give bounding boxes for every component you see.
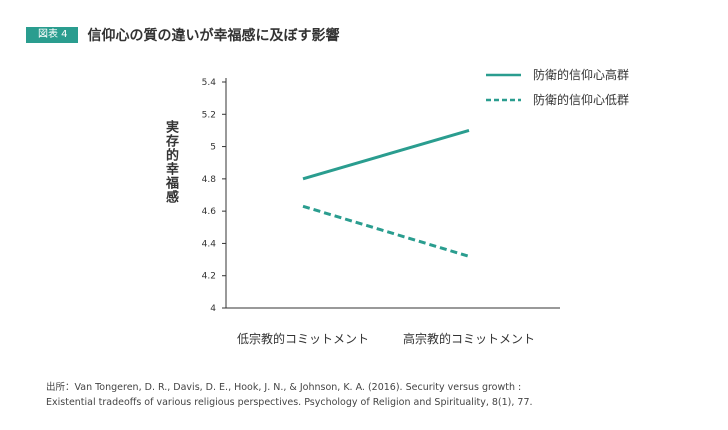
legend-label-1: 防衛的信仰心高群 (533, 67, 629, 82)
y-tick-label: 4.6 (202, 207, 217, 217)
source-line-2: Existential tradeoffs of various religio… (46, 397, 533, 408)
y-tick-label: 4 (210, 304, 216, 314)
x-tick-label: 低宗教的コミットメント (237, 331, 369, 346)
y-tick-label: 4.2 (202, 272, 216, 282)
y-axis-label: 実存的幸福感 (163, 120, 178, 204)
y-tick-label: 5 (210, 143, 216, 153)
figure-title: 信仰心の質の違いが幸福感に及ぼす影響 (87, 28, 340, 44)
figure-header: 図表 4 信仰心の質の違いが幸福感に及ぼす影響 (26, 26, 340, 44)
y-tick-label: 4.4 (202, 239, 217, 249)
x-tick-label: 高宗教的コミットメント (403, 331, 535, 346)
source-line-1: 出所：Van Tongeren, D. R., Davis, D. E., Ho… (46, 382, 522, 393)
figure-badge: 図表 4 (26, 27, 78, 43)
y-tick-label: 4.8 (202, 175, 217, 185)
y-tick-label: 5.2 (202, 110, 216, 120)
source-citation: 出所：Van Tongeren, D. R., Davis, D. E., Ho… (46, 380, 533, 410)
y-tick-label: 5.4 (202, 78, 217, 88)
legend-label-2: 防衛的信仰心低群 (533, 92, 629, 107)
series-line-2 (302, 204, 470, 258)
series-line-1 (302, 128, 470, 181)
